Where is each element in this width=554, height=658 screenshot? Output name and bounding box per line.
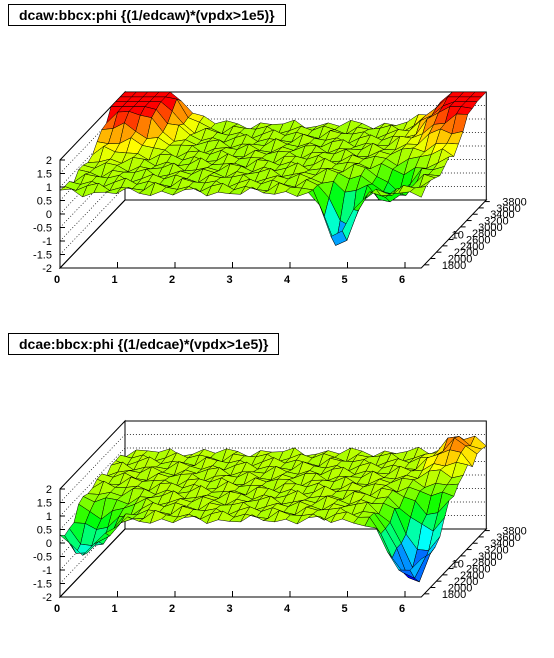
- z-tick-label: 1.5: [37, 169, 52, 181]
- x-tick-label: 3: [226, 274, 232, 286]
- x-tick-label: 6: [399, 274, 405, 286]
- y-tick-label: 2600: [466, 564, 490, 576]
- y-tick-label: 2000: [448, 583, 472, 595]
- z-tick-label: 0: [46, 538, 52, 550]
- axes: 0 1 2 3 4 5 6-2-1.5-1-0.500.511.52180020002200…: [33, 484, 527, 615]
- z-tick-label: -1.5: [33, 250, 52, 262]
- x-tick-label: 2: [169, 603, 175, 615]
- y-tick-label: 3800: [502, 526, 526, 538]
- z-tick-label: 2: [46, 484, 52, 496]
- x-tick-label: 3: [226, 603, 232, 615]
- y-multiplier-label: 10: [452, 558, 464, 570]
- wall-gridline: [59, 199, 487, 269]
- surface-cell: [409, 555, 427, 579]
- z-tick-label: 0: [46, 209, 52, 221]
- y-tick-label: 2200: [454, 247, 478, 259]
- y-tick-label: 3200: [484, 545, 508, 557]
- surface-cell: [409, 186, 427, 198]
- y-tick-label: 2000: [448, 254, 472, 266]
- y-tick-label: 2400: [460, 241, 484, 253]
- chart-title-dcae: dcae:bbcx:phi {(1/edcae)*(vpdx>1e5)}: [8, 333, 280, 355]
- x-tick-label: 5: [341, 274, 347, 286]
- floor: [58, 199, 488, 269]
- y-tick-label: 2800: [472, 557, 496, 569]
- x-tick-label: 2: [169, 274, 175, 286]
- x-tick-label: 6: [399, 603, 405, 615]
- z-tick-label: -1: [42, 236, 52, 248]
- y-tick-label: 3000: [478, 551, 502, 563]
- z-tick-label: 0.5: [37, 525, 52, 537]
- y-tick-label: 3600: [496, 203, 520, 215]
- y-tick-label: 2200: [454, 576, 478, 588]
- y-tick-label: 3800: [502, 197, 526, 209]
- y-tick-label: 3400: [490, 209, 514, 221]
- z-tick-label: -2: [42, 592, 52, 604]
- surface: [59, 91, 487, 247]
- chart-panel-dcae: 0 1 2 3 4 5 6 -2 -1.5 -1 -0.5 0 0.5 1 1.5 2 1800 2000 2200…: [0, 329, 554, 658]
- y-tick-label: 1800: [442, 589, 466, 601]
- axes: 0 1 2 3 4 5 6-2-1.5-1-0.500.511.52180020002200…: [33, 155, 527, 286]
- z-tick-label: 0.5: [37, 196, 52, 208]
- y-tick-label: 3000: [478, 222, 502, 234]
- z-tick-label: -0.5: [33, 552, 52, 564]
- z-tick-label: -2: [42, 263, 52, 275]
- y-tick-label: 3600: [496, 532, 520, 544]
- x-tick-label: 5: [341, 603, 347, 615]
- surface: [59, 435, 487, 583]
- surface-plot-dcaw: 0 1 2 3 4 5 6-2-1.5-1-0.500.511.52180020002200…: [33, 90, 527, 286]
- chart-panel-dcaw: 0 1 2 3 4 5 6 -2 -1.5 -1 -0.5 0 0.5 1 1.5 2 1800 2000 2200…: [8, 4, 527, 286]
- y-tick-label: 2600: [466, 235, 490, 247]
- z-tick-label: 1: [46, 182, 52, 194]
- surface-plot-dcae: 0 1 2 3 4 5 6-2-1.5-1-0.500.511.52180020002200…: [33, 419, 527, 615]
- x-tick-label: 4: [284, 274, 291, 286]
- z-tick-label: 2: [46, 155, 52, 167]
- z-tick-label: 1: [46, 511, 52, 523]
- x-tick-label: 0: [54, 274, 60, 286]
- y-tick-label: 2400: [460, 570, 484, 582]
- z-tick-label: -0.5: [33, 223, 52, 235]
- y-tick-label: 3200: [484, 216, 508, 228]
- z-tick-label: -1: [42, 565, 52, 577]
- y-tick-label: 1800: [442, 260, 466, 272]
- floor: [58, 528, 488, 598]
- y-tick-label: 3400: [490, 538, 514, 550]
- y-multiplier-label: 10: [452, 229, 464, 241]
- x-tick-label: 1: [111, 274, 117, 286]
- x-tick-label: 4: [284, 603, 291, 615]
- x-tick-label: 1: [111, 603, 117, 615]
- y-tick-label: 2800: [472, 228, 496, 240]
- x-tick-label: 0: [54, 603, 60, 615]
- chart-title-dcaw: dcaw:bbcx:phi {(1/edcaw)*(vpdx>1e5)}: [8, 4, 286, 26]
- z-tick-label: -1.5: [33, 579, 52, 591]
- z-tick-label: 1.5: [37, 498, 52, 510]
